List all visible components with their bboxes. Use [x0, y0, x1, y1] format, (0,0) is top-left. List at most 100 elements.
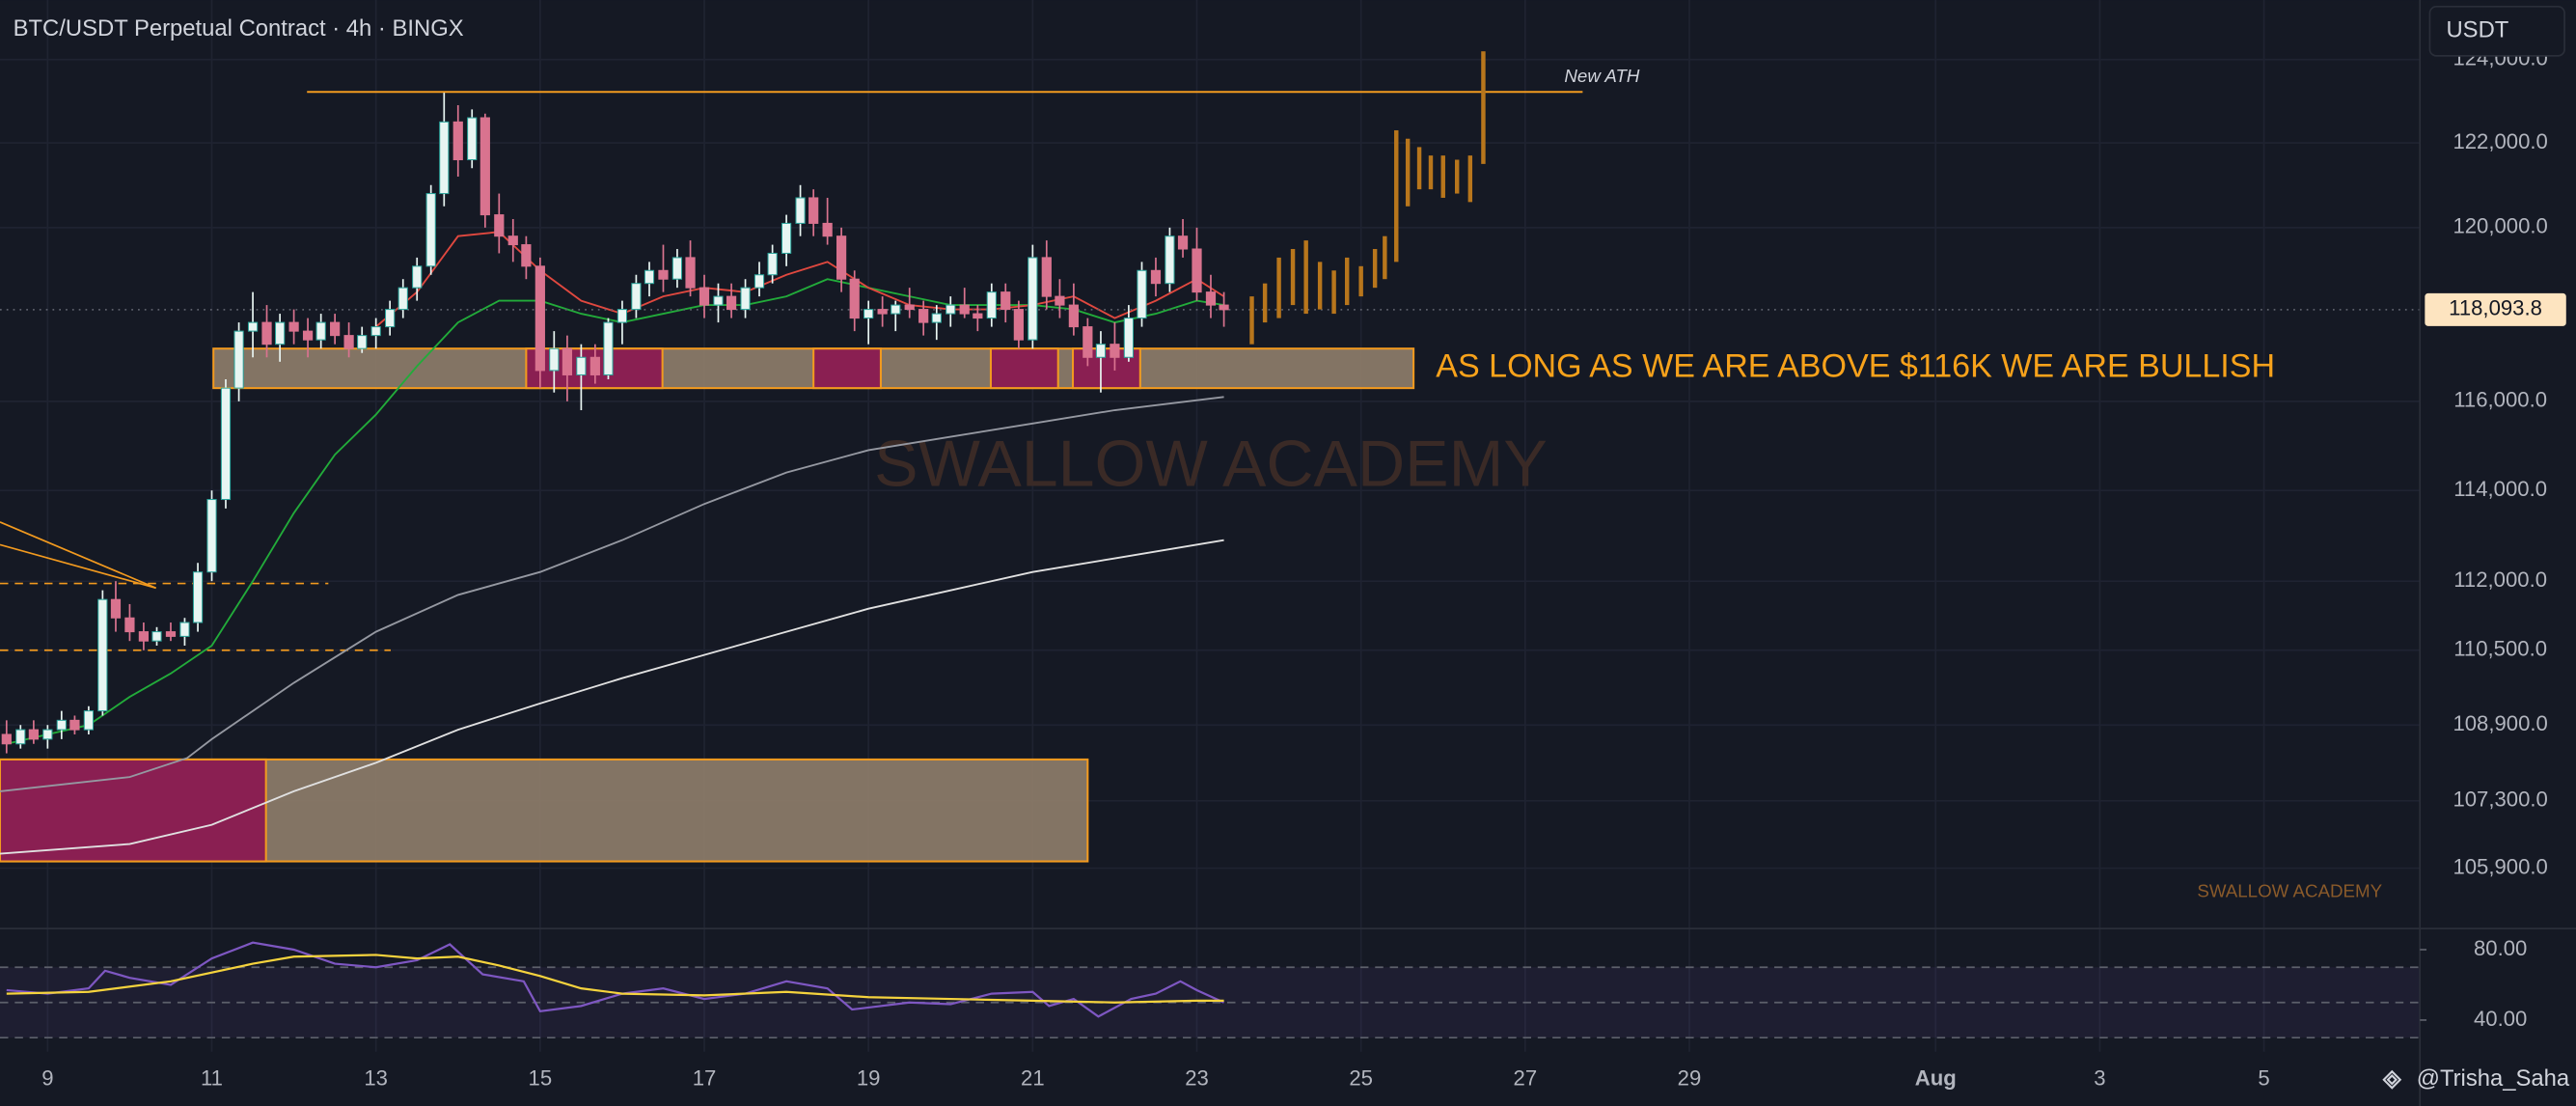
candle-body: [1055, 295, 1065, 306]
candle-body: [959, 304, 970, 315]
candle-body: [891, 304, 901, 315]
candle-body: [1095, 344, 1107, 358]
candle-body: [986, 291, 997, 319]
candle-body: [1205, 291, 1217, 306]
candle-body: [1177, 235, 1189, 250]
candle-body: [179, 622, 190, 637]
projection-bar: [1481, 51, 1486, 164]
candle-body: [385, 309, 396, 328]
candle-body: [685, 257, 696, 289]
candle-body: [863, 309, 874, 319]
candle-body: [97, 598, 108, 712]
candle-body: [1000, 291, 1011, 311]
candle-body: [302, 330, 314, 341]
button-label[interactable]: USDT: [2446, 17, 2508, 43]
annotation: AS LONG AS WE ARE ABOVE $116K WE ARE BUL…: [1436, 347, 2275, 384]
candle-body: [671, 257, 683, 280]
zone: [812, 347, 882, 390]
candle-body: [1192, 248, 1202, 293]
candle-body: [1219, 304, 1229, 311]
grid: [0, 0, 2421, 1052]
x-tick-label: 29: [1678, 1066, 1702, 1091]
rsi-line: [6, 954, 1224, 1004]
candle-body: [494, 214, 505, 237]
projection-bar: [1317, 262, 1323, 310]
candle-body: [617, 309, 628, 323]
candle-body: [138, 631, 150, 642]
candle-body: [631, 283, 642, 311]
candle-body: [220, 387, 232, 501]
x-tick-label: Aug: [1915, 1066, 1957, 1091]
projection-bar: [1262, 283, 1268, 323]
candle-body: [56, 719, 67, 731]
candle-body: [1028, 257, 1038, 341]
candle-body: [192, 571, 204, 623]
candle-body: [918, 309, 929, 323]
candle-body: [452, 121, 463, 161]
zone: [0, 758, 267, 863]
projection-bar: [1416, 147, 1422, 190]
projection-bar: [1331, 270, 1336, 315]
moving-average: [6, 278, 1224, 745]
candle-body: [1, 733, 12, 745]
candle-body: [467, 117, 478, 161]
projection-bar: [1383, 235, 1387, 280]
candle-body: [357, 335, 368, 349]
candle-body: [1041, 257, 1052, 297]
currency-button[interactable]: USDT: [2428, 5, 2565, 57]
x-tick-label: 25: [1349, 1066, 1373, 1091]
candle-body: [330, 321, 341, 337]
candle-body: [28, 729, 39, 740]
candle-body: [1123, 318, 1134, 358]
x-tick-label: 17: [693, 1066, 717, 1091]
candle-body: [836, 235, 847, 280]
x-tick-label: 11: [201, 1066, 223, 1091]
candle-body: [754, 274, 765, 289]
x-tick-label: 13: [364, 1066, 388, 1091]
candle-body: [425, 193, 436, 267]
price-pane: SWALLOW ACADEMY: [0, 51, 2421, 863]
candle-body: [644, 269, 655, 285]
candle-body: [343, 335, 354, 349]
button-frame[interactable]: [2428, 5, 2565, 57]
candle-body: [261, 321, 272, 346]
x-tick-label: 21: [1021, 1066, 1045, 1091]
y-tick-label: 114,000.0: [2453, 477, 2547, 501]
last-price-label: 118,093.8: [2449, 296, 2542, 320]
y-tick-label: 122,000.0: [2453, 129, 2547, 153]
projection-bar: [1303, 240, 1308, 315]
candle-body: [1150, 269, 1162, 285]
candle-body: [507, 235, 518, 246]
candle-body: [1082, 326, 1093, 358]
rsi-tick-label: 80.00: [2474, 936, 2527, 960]
last-price-box: [2425, 292, 2566, 326]
candle-body: [1110, 344, 1120, 358]
candle-body: [275, 321, 286, 346]
candle-body: [439, 121, 450, 195]
candle-body: [412, 265, 423, 289]
candle-body: [15, 729, 26, 745]
candle-body: [233, 330, 244, 389]
candle-body: [877, 309, 888, 315]
candle-body: [206, 499, 217, 573]
candle-body: [1137, 269, 1147, 319]
zone: [989, 347, 1059, 390]
candle-body: [69, 719, 80, 731]
candle-body: [904, 304, 915, 311]
ath-label: New ATH: [1564, 66, 1639, 86]
projection-bar: [1344, 257, 1350, 306]
candle-body: [726, 295, 737, 311]
candle-body: [521, 244, 532, 267]
candle-body: [124, 617, 135, 633]
candle-body: [767, 252, 778, 276]
candle-body: [973, 313, 983, 319]
candle-body: [576, 356, 587, 375]
candle-body: [1068, 304, 1079, 328]
projection-bar: [1394, 130, 1399, 263]
y-tick-label: 108,900.0: [2453, 711, 2547, 735]
candle-body: [589, 356, 600, 375]
candle-body: [534, 265, 545, 372]
x-tick-label: 23: [1185, 1066, 1209, 1091]
candle-body: [151, 631, 162, 642]
candle-body: [562, 347, 573, 375]
